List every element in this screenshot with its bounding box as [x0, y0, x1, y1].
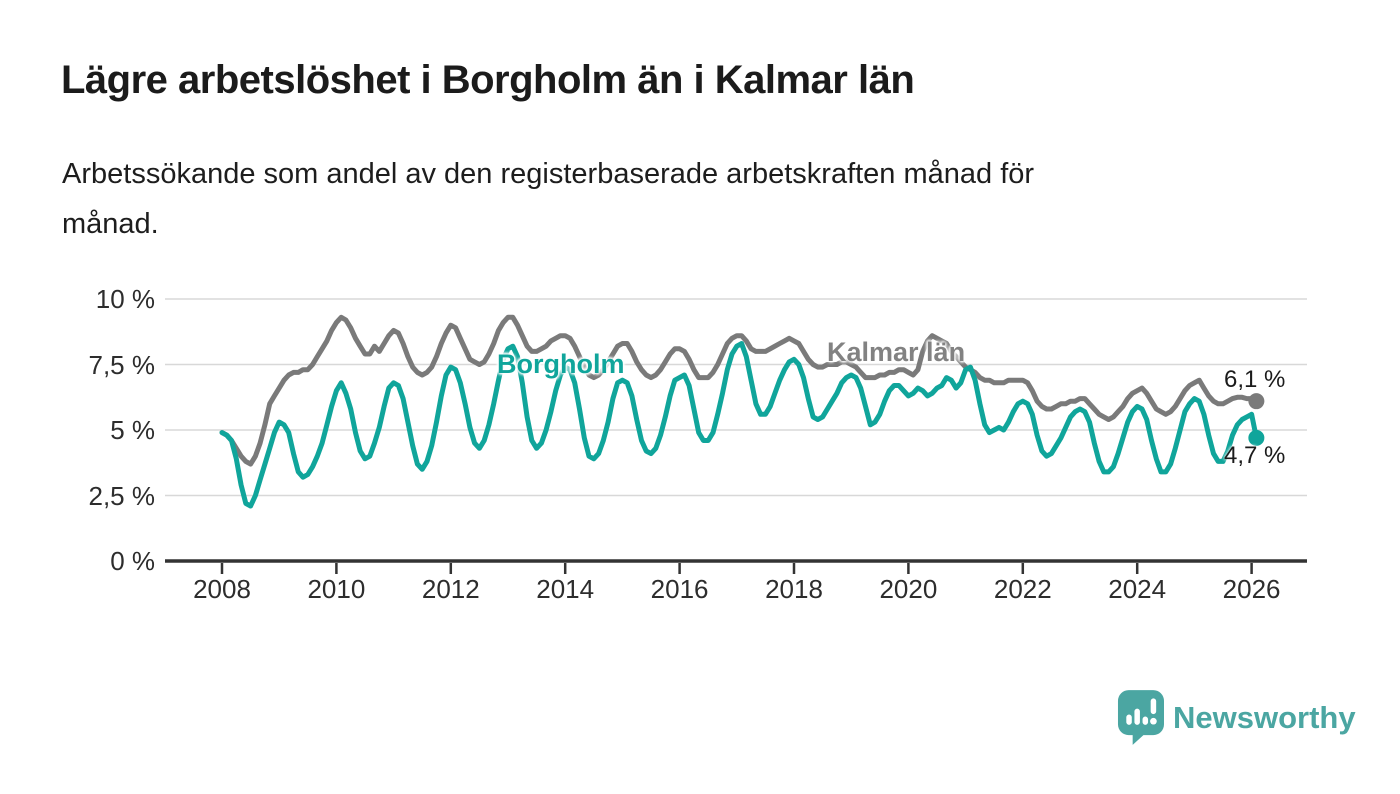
x-tick-label: 2008 — [193, 574, 251, 604]
series-label-kalmar-lan: Kalmar län — [827, 337, 966, 367]
y-tick-label: 0 % — [110, 546, 155, 576]
x-tick-label: 2026 — [1222, 574, 1281, 604]
subtitle-line-1: Arbetssökande som andel av den registerb… — [62, 158, 1035, 190]
line-borgholm — [219, 341, 1259, 509]
end-value-label-kalmar: 6,1 % — [1224, 366, 1286, 393]
x-tick-label: 2010 — [307, 574, 366, 604]
x-tick-label: 2020 — [879, 574, 938, 604]
end-dot-borgholm — [1248, 429, 1265, 446]
line-kalmar-lan — [219, 314, 1259, 467]
x-tick-label: 2016 — [650, 574, 709, 604]
x-tick-label: 2024 — [1108, 574, 1167, 604]
y-tick-label: 7,5 % — [88, 349, 156, 380]
end-dot-kalmar-lan — [1248, 393, 1265, 410]
series-label-borgholm: Borgholm — [497, 349, 625, 379]
y-tick-label: 10 % — [95, 284, 155, 314]
x-tick-label: 2018 — [765, 574, 823, 604]
x-tick-label: 2022 — [993, 574, 1052, 604]
y-tick-label: 5 % — [110, 415, 155, 445]
newsworthy-brand-text: Newsworthy — [1173, 699, 1356, 735]
end-value-label-borgholm: 4,7 % — [1224, 442, 1286, 469]
newsworthy-logo-link[interactable]: Newsworthy — [1117, 689, 1356, 745]
x-tick-label: 2014 — [536, 574, 595, 604]
page-title: Lägre arbetslöshet i Borgholm än i Kalma… — [61, 58, 915, 102]
x-tick-label: 2012 — [421, 574, 480, 604]
y-tick-label: 2,5 % — [88, 480, 156, 511]
newsworthy-speech-bubble-chart-icon — [1117, 690, 1164, 745]
subtitle-line-2: månad. — [62, 208, 159, 240]
